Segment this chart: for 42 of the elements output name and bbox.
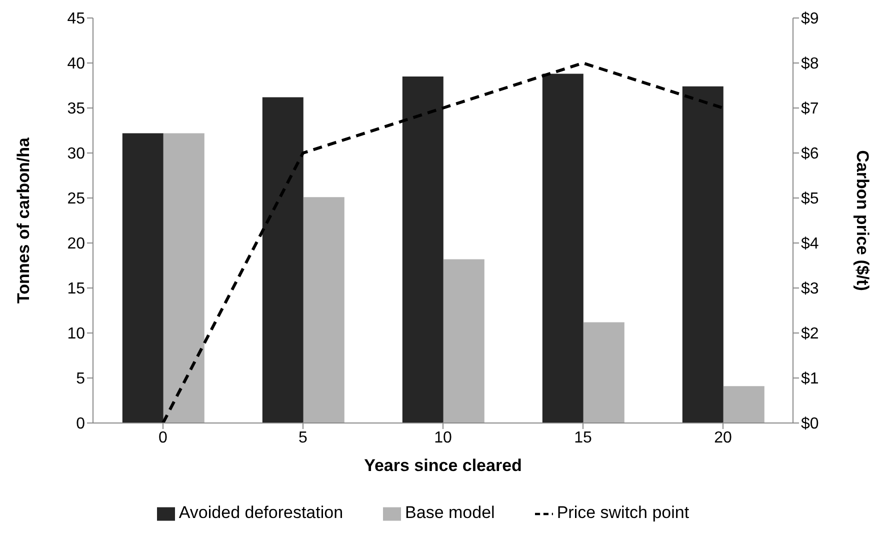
y-tick-label: 10: [67, 326, 86, 343]
y-tick-label: 20: [67, 236, 86, 253]
bar: [682, 86, 724, 423]
x-tick-label: 10: [434, 429, 452, 446]
legend-label: Avoided deforestation: [178, 503, 344, 522]
bar: [262, 97, 304, 423]
bar: [163, 133, 204, 423]
y2-tick-label: $6: [801, 146, 819, 163]
y2-tick-label: $4: [801, 236, 819, 253]
y-tick-label: 0: [76, 416, 86, 433]
y-tick-label: 40: [67, 56, 86, 73]
y-tick-label: 30: [67, 146, 86, 163]
y2-tick-label: $8: [801, 56, 819, 73]
bar: [542, 74, 584, 423]
y2-tick-label: $1: [801, 370, 819, 388]
x-axis-title: Years since cleared: [364, 456, 522, 475]
y-axis-title: Tonnes of carbon/ha: [14, 137, 34, 304]
y-tick-label: 15: [67, 280, 86, 298]
bar: [303, 197, 344, 423]
y2-tick-label: $5: [801, 190, 819, 208]
x-tick-label: 0: [158, 429, 168, 446]
y2-tick-label: $7: [801, 100, 819, 118]
x-tick-label: 20: [714, 429, 732, 446]
x-tick-label: 5: [298, 429, 308, 446]
y-tick-label: 35: [67, 100, 86, 118]
bar: [122, 133, 164, 423]
line-series: [162, 62, 724, 423]
y2-tick-label: $0: [801, 416, 819, 433]
y2-axis-title: Carbon price ($/t): [852, 150, 872, 291]
y-tick-label: 5: [76, 370, 86, 388]
y2-tick-label: $9: [801, 10, 819, 28]
legend-label: Base model: [405, 503, 495, 522]
y-tick-label: 45: [67, 10, 86, 28]
bar: [443, 259, 484, 423]
legend-label: Price switch point: [556, 503, 690, 522]
bar: [723, 386, 764, 423]
y2-tick-label: $2: [801, 326, 819, 343]
y-tick-label: 25: [67, 190, 86, 208]
bar: [583, 322, 624, 423]
y2-tick-label: $3: [801, 280, 819, 298]
bar: [402, 76, 444, 423]
x-tick-label: 15: [574, 429, 592, 446]
